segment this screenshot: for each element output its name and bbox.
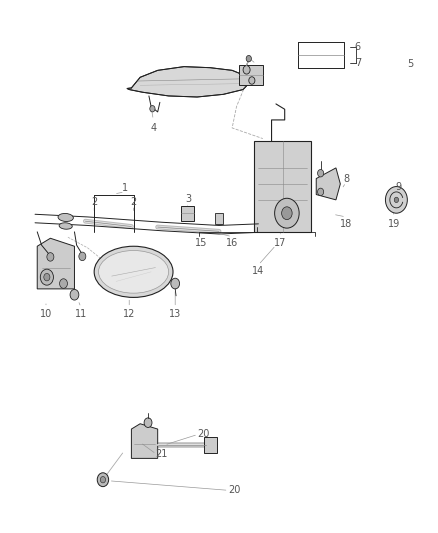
Circle shape <box>100 477 106 483</box>
Circle shape <box>318 169 324 177</box>
Ellipse shape <box>59 223 72 229</box>
Circle shape <box>282 207 292 220</box>
Text: 20: 20 <box>228 486 240 495</box>
Circle shape <box>144 418 152 427</box>
Text: 20: 20 <box>197 430 209 439</box>
Text: 15: 15 <box>195 238 208 248</box>
Ellipse shape <box>58 213 73 222</box>
Circle shape <box>275 198 299 228</box>
Circle shape <box>70 289 79 300</box>
Circle shape <box>246 55 251 62</box>
Text: 8: 8 <box>343 174 349 184</box>
Text: 12: 12 <box>123 309 135 319</box>
Circle shape <box>150 106 155 112</box>
Text: 5: 5 <box>407 59 413 69</box>
Text: 1: 1 <box>122 183 128 193</box>
Text: 18: 18 <box>340 219 352 229</box>
Bar <box>239 65 263 85</box>
Circle shape <box>97 473 109 487</box>
Polygon shape <box>37 238 74 289</box>
Text: 10: 10 <box>40 309 52 319</box>
Circle shape <box>171 278 180 289</box>
Text: 21: 21 <box>155 449 168 459</box>
Circle shape <box>47 253 54 261</box>
Bar <box>181 206 194 221</box>
Text: 7: 7 <box>355 58 361 68</box>
Circle shape <box>243 66 250 74</box>
Circle shape <box>318 188 324 196</box>
Text: 19: 19 <box>388 219 400 229</box>
Bar <box>215 213 223 224</box>
Polygon shape <box>127 67 250 97</box>
Bar <box>204 437 217 453</box>
Circle shape <box>60 279 67 288</box>
Text: 9: 9 <box>396 182 402 192</box>
Text: 11: 11 <box>75 309 87 319</box>
Text: 4: 4 <box>150 123 156 133</box>
Text: 13: 13 <box>169 309 181 319</box>
Ellipse shape <box>99 251 169 293</box>
Circle shape <box>40 269 53 285</box>
Text: 16: 16 <box>226 238 238 248</box>
Circle shape <box>44 273 50 281</box>
Text: 14: 14 <box>252 266 265 277</box>
Text: 2: 2 <box>91 197 97 207</box>
Polygon shape <box>254 141 311 232</box>
Polygon shape <box>316 168 340 200</box>
Text: 17: 17 <box>274 238 286 248</box>
Text: 6: 6 <box>355 42 361 52</box>
Polygon shape <box>131 424 158 458</box>
Text: 3: 3 <box>185 193 191 204</box>
Circle shape <box>79 252 86 261</box>
Ellipse shape <box>94 246 173 297</box>
Circle shape <box>249 77 255 84</box>
Circle shape <box>394 197 399 203</box>
Circle shape <box>385 187 407 213</box>
Text: 2: 2 <box>131 197 137 207</box>
